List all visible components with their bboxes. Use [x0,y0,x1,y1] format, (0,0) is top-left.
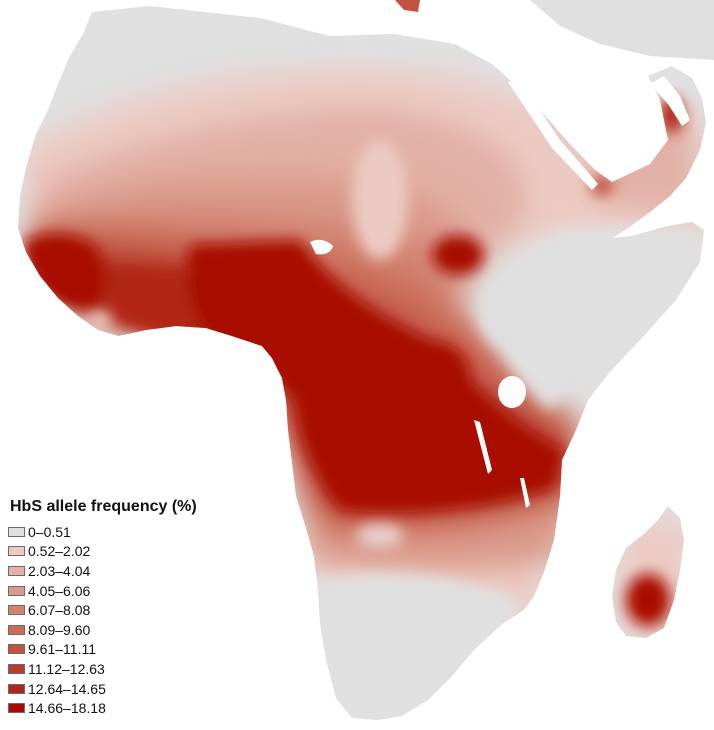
legend-swatch [8,624,25,635]
legend-item: 6.07–8.08 [8,600,238,620]
legend-label: 0.52–2.02 [28,543,91,560]
water-bodies [310,76,690,508]
legend-item: 8.09–9.60 [8,620,238,640]
red-sea [508,80,598,190]
map-legend: HbS allele frequency (%) 0–0.51 0.52–2.02… [8,498,238,718]
legend-swatch [8,605,25,616]
legend-label: 4.05–6.06 [28,582,91,599]
lake-malawi [520,478,530,508]
legend-label: 12.64–14.65 [28,680,106,697]
frequency-zone-0-horn [477,225,700,410]
legend-swatch [8,663,25,674]
legend-label: 0–0.51 [28,523,71,540]
legend-label: 9.61–11.11 [28,641,96,658]
frequency-zone-7-yemen [590,176,614,196]
frequency-zone-9-sudan [432,235,484,275]
legend-label: 14.66–18.18 [28,700,106,717]
frequency-zone-0-south [310,573,520,720]
frequency-zone-9-west [23,233,105,311]
frequency-zone-9-madagascar [626,574,670,626]
legend-swatch [8,565,25,576]
legend-label: 2.03–4.04 [28,562,91,579]
legend-item: 9.61–11.11 [8,640,238,660]
frequency-zone-1-west-pocket [88,311,112,329]
legend-item: 14.66–18.18 [8,698,238,718]
eastern-mediterranean-land [530,0,714,60]
legend-label: 8.09–9.60 [28,621,91,638]
legend-swatch [8,526,25,537]
frequency-zone-2-namibia [356,524,404,548]
legend-title: HbS allele frequency (%) [10,498,197,515]
europe-fragment [395,0,420,12]
persian-gulf [650,76,690,126]
lake-victoria [498,376,526,408]
legend-swatch [8,683,25,694]
lake-tanganyika [474,420,492,474]
legend-item: 4.05–6.06 [8,581,238,601]
frequency-zone-1-sahara-pocket [352,140,408,260]
legend-item: 0–0.51 [8,522,238,542]
legend-item: 12.64–14.65 [8,679,238,699]
legend-label: 6.07–8.08 [28,602,91,619]
legend-item: 0.52–2.02 [8,542,238,562]
legend-swatch [8,703,25,714]
legend-label: 11.12–12.63 [28,660,105,677]
legend-swatch [8,644,25,655]
legend-item: 2.03–4.04 [8,561,238,581]
legend-swatch [8,546,25,557]
lake-chad [310,239,333,255]
legend-item: 11.12–12.63 [8,659,238,679]
frequency-zone-9 [187,240,565,513]
frequency-zone-2-arabia [590,117,700,210]
legend-swatch [8,585,25,596]
